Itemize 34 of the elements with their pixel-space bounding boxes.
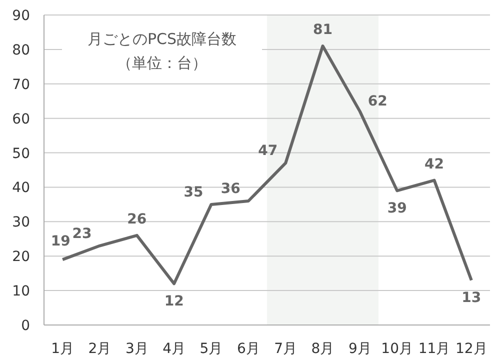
data-label: 26 [127,211,147,228]
data-label: 39 [387,200,407,217]
y-tick-label: 80 [12,42,30,58]
data-label: 62 [368,93,388,110]
data-label: 19 [50,234,70,250]
x-tick-label: 1月 [51,341,74,356]
x-tick-label: 6月 [236,341,260,356]
x-tick-label: 10月 [381,341,413,356]
x-tick-label: 7月 [274,341,298,356]
data-label: 36 [220,181,240,197]
x-tick-label: 3月 [125,341,148,356]
y-tick-label: 70 [12,76,30,93]
y-tick-label: 50 [12,146,30,162]
data-label: 81 [313,22,332,38]
data-label: 23 [72,226,92,242]
x-tick-label: 4月 [162,341,186,356]
y-tick-label: 20 [12,249,30,266]
y-tick-label: 60 [12,111,30,128]
x-tick-label: 9月 [348,341,372,356]
x-tick-label: 8月 [311,341,334,356]
data-label: 42 [424,156,444,172]
data-label: 35 [184,184,204,200]
y-tick-label: 90 [12,8,30,24]
data-label: 47 [258,143,278,160]
x-tick-label: 11月 [418,341,450,356]
y-tick-label: 10 [12,284,30,300]
y-tick-label: 30 [12,214,30,231]
y-tick-label: 0 [21,318,30,334]
x-tick-label: 5月 [200,341,223,356]
y-tick-label: 40 [12,180,30,196]
x-tick-label: 12月 [456,341,488,356]
x-tick-label: 2月 [88,341,112,356]
data-label: 13 [462,290,482,306]
data-label: 12 [164,294,184,310]
